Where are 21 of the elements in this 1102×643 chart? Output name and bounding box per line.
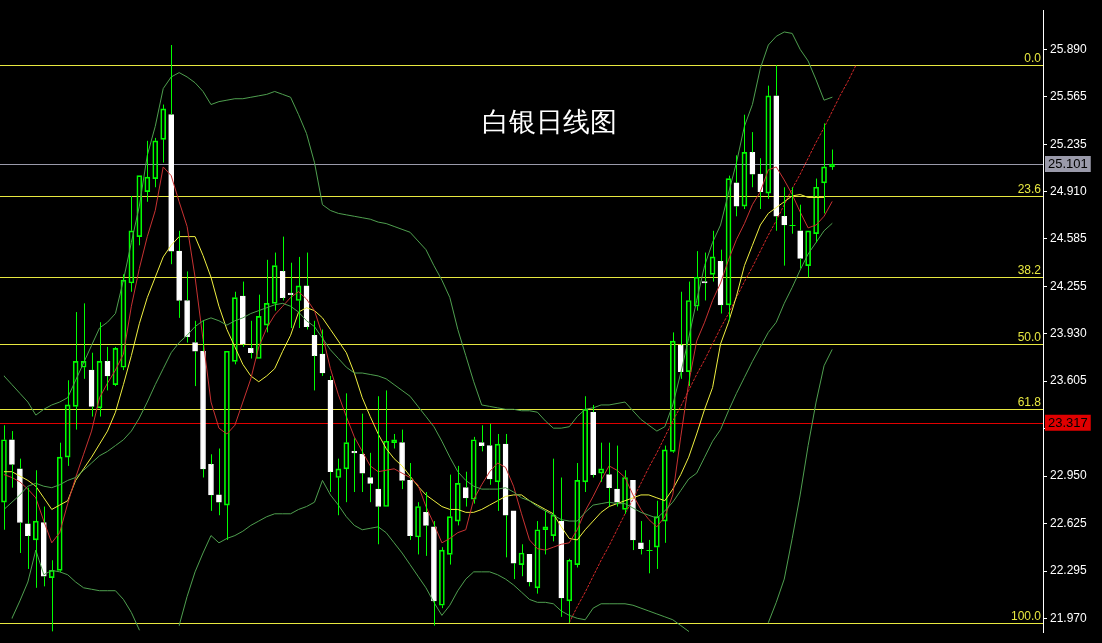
y-tick-label: 23.605 [1050,373,1088,388]
y-tick-label: 23.930 [1050,326,1088,341]
annotation: 23.6 [1017,181,1042,196]
annotation: 100.0 [1010,608,1042,623]
annotation: 38.2 [1017,262,1042,277]
y-tick-label: 22.625 [1050,515,1088,530]
y-tick-label: 25.890 [1050,41,1088,56]
y-tick-label: 21.970 [1050,610,1088,625]
annotation: 50.0 [1017,329,1042,344]
text: 白银日线图 [482,105,617,139]
y-tick-label: 25.565 [1050,88,1088,103]
ref-line-label: 25.101 [1048,156,1088,172]
ref-line-label: 23.317 [1048,415,1088,431]
annotation: 61.8 [1017,394,1042,409]
y-tick-label: 24.910 [1050,183,1088,198]
y-tick-label: 24.255 [1050,278,1088,293]
y-tick-label: 22.295 [1050,563,1088,578]
y-tick-label: 22.950 [1050,468,1088,483]
annotation: 0.0 [1024,50,1042,65]
y-tick-label: 24.585 [1050,231,1088,246]
y-tick-label: 25.235 [1050,136,1088,151]
